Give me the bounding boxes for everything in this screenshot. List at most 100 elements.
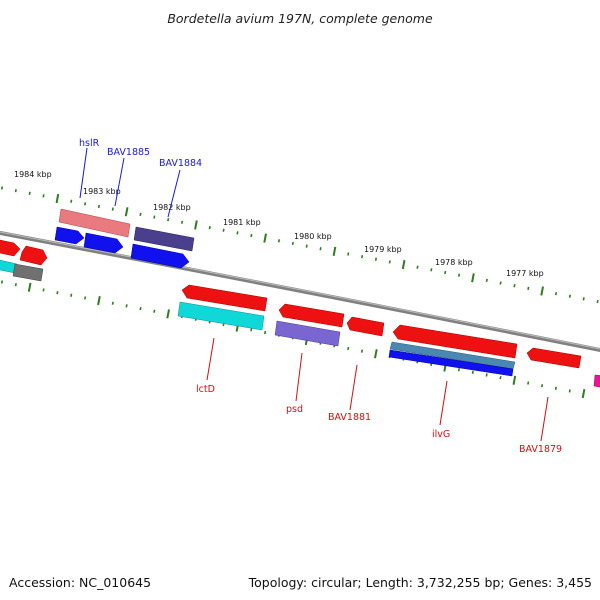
gene-label-BAV1879[interactable]: BAV1879 bbox=[519, 444, 562, 455]
leader-line-BAV1884 bbox=[167, 169, 181, 218]
minor-tick bbox=[153, 215, 156, 219]
minor-tick bbox=[568, 389, 571, 393]
gene-label-psd[interactable]: psd bbox=[286, 404, 303, 415]
gene-label-BAV1881[interactable]: BAV1881 bbox=[328, 412, 371, 423]
minor-tick bbox=[541, 384, 544, 388]
minor-tick bbox=[568, 294, 571, 298]
minor-tick bbox=[554, 386, 557, 390]
gene-BAV1881[interactable] bbox=[346, 316, 385, 337]
tick-label: 1981 kbp bbox=[223, 218, 261, 227]
minor-tick bbox=[471, 370, 474, 374]
major-tick bbox=[194, 220, 198, 230]
gene-labels: hslR BAV1885 BAV1884 lctD psd BAV1881 il… bbox=[79, 138, 562, 455]
tick-label: 1983 kbp bbox=[83, 187, 121, 196]
gene-arrow[interactable] bbox=[54, 226, 85, 245]
major-tick bbox=[124, 207, 129, 217]
tick-label: 1980 kbp bbox=[294, 232, 332, 241]
gene-lctD[interactable] bbox=[181, 284, 268, 312]
gene-label-lctD[interactable]: lctD bbox=[196, 384, 215, 395]
gene-arrow[interactable] bbox=[0, 239, 21, 257]
leader-line-hslR bbox=[79, 147, 88, 199]
major-tick bbox=[55, 193, 60, 204]
gene-hslR-region[interactable] bbox=[58, 208, 131, 238]
gene-label-BAV1885[interactable]: BAV1885 bbox=[107, 147, 150, 158]
leader-line-ilvG bbox=[439, 380, 448, 426]
major-tick bbox=[374, 349, 378, 359]
tick-label: 1978 kbp bbox=[435, 258, 473, 267]
gene-label-ilvG[interactable]: ilvG bbox=[432, 429, 450, 440]
minor-tick bbox=[84, 296, 87, 300]
forward-strand-genes bbox=[0, 208, 195, 282]
minor-tick bbox=[430, 268, 433, 272]
minor-tick bbox=[360, 349, 364, 353]
minor-tick bbox=[444, 270, 447, 275]
tick-label: 1982 kbp bbox=[153, 203, 191, 212]
gene-segment[interactable] bbox=[593, 374, 600, 388]
major-tick bbox=[97, 296, 101, 306]
gene-segment[interactable] bbox=[12, 263, 44, 282]
major-tick bbox=[401, 260, 406, 270]
minor-tick bbox=[97, 204, 100, 209]
minor-tick bbox=[70, 199, 73, 203]
major-tick bbox=[27, 282, 32, 292]
major-tick bbox=[540, 286, 544, 296]
minor-tick bbox=[181, 220, 184, 224]
gene-psd-region[interactable] bbox=[274, 320, 341, 347]
accession-text: Accession: NC_010645 bbox=[9, 575, 151, 590]
gene-label-BAV1884[interactable]: BAV1884 bbox=[159, 158, 202, 169]
gene-arrow[interactable] bbox=[83, 232, 124, 254]
minor-tick bbox=[485, 278, 488, 283]
gene-ilvG-region-2[interactable] bbox=[388, 349, 514, 377]
minor-tick bbox=[499, 281, 502, 285]
major-tick bbox=[471, 273, 475, 283]
reverse-strand-genes bbox=[177, 284, 600, 388]
outer-tick-track bbox=[0, 186, 599, 304]
minor-tick bbox=[70, 293, 73, 297]
minor-tick bbox=[125, 304, 128, 308]
minor-tick bbox=[319, 247, 322, 251]
minor-tick bbox=[582, 297, 585, 301]
tick-label: 1984 kbp bbox=[14, 170, 52, 179]
minor-tick bbox=[111, 207, 114, 211]
leader-line-BAV1885 bbox=[114, 157, 125, 207]
gene-BAV1879[interactable] bbox=[526, 347, 582, 369]
map-title: Bordetella avium 197N, complete genome bbox=[167, 11, 433, 26]
tick-label: 1977 kbp bbox=[506, 269, 544, 278]
minor-tick bbox=[153, 309, 156, 313]
major-tick bbox=[332, 246, 337, 256]
minor-tick bbox=[0, 186, 4, 190]
inner-tick-track bbox=[0, 280, 586, 399]
minor-tick bbox=[56, 291, 59, 295]
gene-ilvG[interactable] bbox=[392, 324, 518, 359]
minor-tick bbox=[388, 260, 391, 264]
minor-tick bbox=[111, 301, 114, 305]
minor-tick bbox=[42, 194, 45, 198]
minor-tick bbox=[277, 239, 281, 243]
minor-tick bbox=[458, 273, 461, 277]
minor-tick bbox=[14, 189, 17, 193]
leader-line-psd bbox=[295, 352, 303, 402]
minor-tick bbox=[139, 306, 142, 311]
leader-line-lctD bbox=[206, 337, 215, 381]
gene-arrow[interactable] bbox=[19, 245, 48, 266]
minor-tick bbox=[84, 202, 87, 206]
leader-line-BAV1879 bbox=[540, 396, 549, 442]
minor-tick bbox=[14, 283, 17, 287]
minor-tick bbox=[42, 288, 45, 292]
minor-tick bbox=[0, 280, 4, 284]
minor-tick bbox=[596, 299, 599, 304]
gene-psd[interactable] bbox=[278, 303, 345, 328]
major-tick bbox=[581, 389, 586, 399]
minor-tick bbox=[305, 244, 308, 248]
minor-tick bbox=[513, 284, 516, 288]
minor-tick bbox=[28, 191, 31, 195]
gene-label-hslR[interactable]: hslR bbox=[79, 138, 100, 149]
minor-tick bbox=[139, 212, 142, 217]
gene-arrow[interactable] bbox=[130, 243, 190, 269]
minor-tick bbox=[250, 233, 253, 238]
minor-tick bbox=[347, 346, 350, 351]
gene-BAV1884-region[interactable] bbox=[133, 226, 195, 252]
gene-lctD-region[interactable] bbox=[177, 301, 265, 331]
genome-summary-text: Topology: circular; Length: 3,732,255 bp… bbox=[248, 575, 592, 590]
